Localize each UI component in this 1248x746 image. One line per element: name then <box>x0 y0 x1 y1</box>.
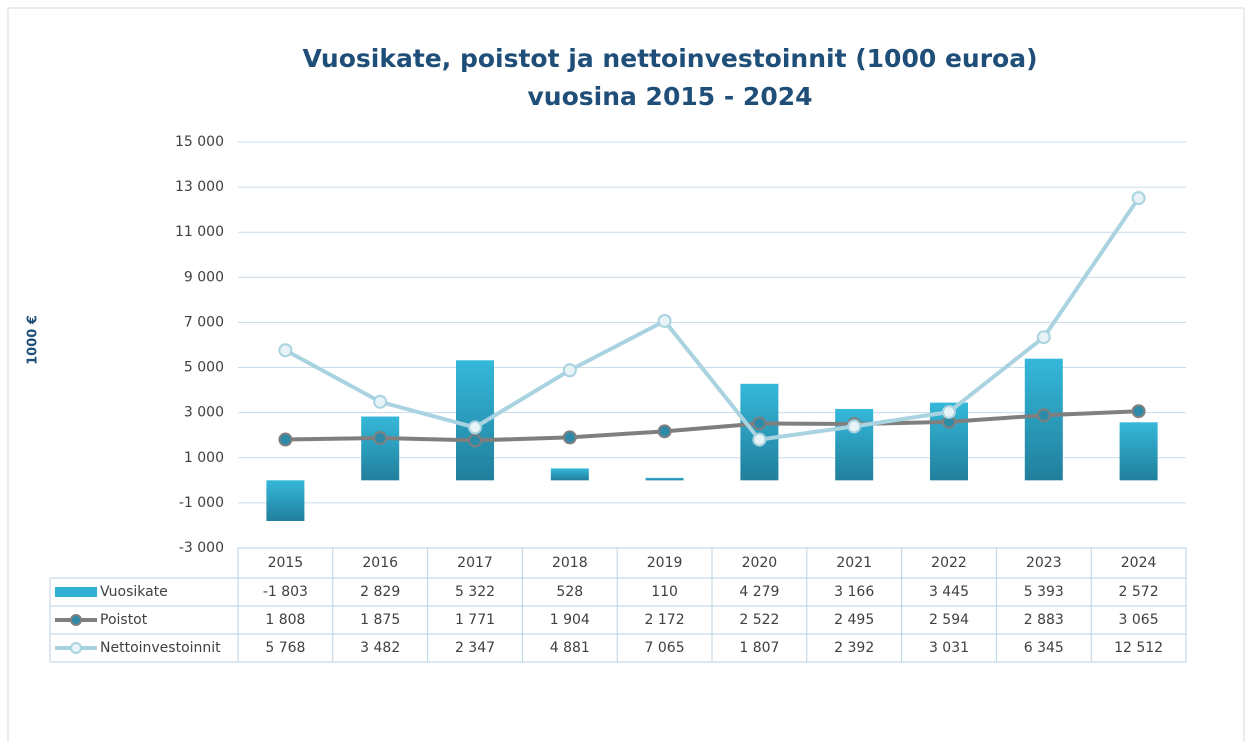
table-cell: 1 904 <box>550 612 590 628</box>
y-tick-label: -1 000 <box>179 495 224 511</box>
table-cell: 1 807 <box>739 640 779 656</box>
line-marker <box>847 419 862 434</box>
table-cell: 5 393 <box>1024 584 1064 600</box>
y-axis-label: 1000 € <box>26 315 41 365</box>
bar <box>645 477 684 481</box>
table-cell: 2 522 <box>739 612 779 628</box>
y-tick-label: 11 000 <box>175 224 224 240</box>
line <box>284 196 1141 442</box>
table-cell: 1 875 <box>360 612 400 628</box>
table-cell: 1 771 <box>455 612 495 628</box>
legend-key <box>70 614 82 626</box>
table-cell: 6 345 <box>1024 640 1064 656</box>
x-tick-label: 2021 <box>836 555 872 571</box>
line-marker <box>373 394 388 409</box>
line-marker <box>1131 191 1146 206</box>
legend-label: Vuosikate <box>100 584 168 600</box>
table-cell: -1 803 <box>263 584 308 600</box>
line-marker <box>278 432 293 447</box>
line-marker <box>657 313 672 328</box>
table-cell: 12 512 <box>1114 640 1163 656</box>
y-tick-label: 15 000 <box>175 134 224 150</box>
line-marker <box>278 343 293 358</box>
bar <box>361 416 400 481</box>
table-cell: 2 594 <box>929 612 969 628</box>
x-tick-label: 2018 <box>552 555 588 571</box>
table-cell: 4 279 <box>739 584 779 600</box>
table-cell: 2 495 <box>834 612 874 628</box>
table-cell: 528 <box>556 584 583 600</box>
line-marker <box>468 433 482 448</box>
table-cell: 2 883 <box>1024 612 1064 628</box>
line-marker <box>657 424 672 439</box>
y-tick-label: 9 000 <box>184 269 224 285</box>
line-marker <box>752 416 767 431</box>
line-marker <box>562 363 577 378</box>
line-marker <box>1036 330 1051 345</box>
bar <box>740 383 779 481</box>
table-cell: 5 322 <box>455 584 495 600</box>
line-marker <box>468 420 482 435</box>
y-tick-label: 3 000 <box>184 405 224 421</box>
table-cell: 3 031 <box>929 640 969 656</box>
bar <box>266 480 305 522</box>
x-tick-label: 2020 <box>742 555 778 571</box>
line <box>285 409 1139 443</box>
y-tick-label: 1 000 <box>184 450 224 466</box>
x-tick-label: 2019 <box>647 555 683 571</box>
x-tick-label: 2022 <box>931 555 967 571</box>
table-cell: 3 445 <box>929 584 969 600</box>
y-tick-label: 7 000 <box>184 314 224 330</box>
table-cell: 5 768 <box>265 640 305 656</box>
y-tick-label: 13 000 <box>175 179 224 195</box>
y-tick-label: -3 000 <box>179 540 224 556</box>
table-cell: 2 572 <box>1119 584 1159 600</box>
line-marker <box>1036 408 1051 423</box>
table-cell: 1 808 <box>265 612 305 628</box>
chart-frame <box>7 7 1245 746</box>
line-marker <box>562 430 577 445</box>
x-tick-label: 2023 <box>1026 555 1062 571</box>
x-tick-label: 2017 <box>457 555 493 571</box>
x-tick-label: 2016 <box>362 555 398 571</box>
table-cell: 2 829 <box>360 584 400 600</box>
table-cell: 3 482 <box>360 640 400 656</box>
table-cell: 4 881 <box>550 640 590 656</box>
y-tick-label: 5 000 <box>184 360 224 376</box>
bar <box>1119 422 1158 481</box>
table-cell: 7 065 <box>645 640 685 656</box>
x-tick-label: 2015 <box>268 555 304 571</box>
line-marker <box>373 431 388 446</box>
table-cell: 3 065 <box>1119 612 1159 628</box>
legend-label: Poistot <box>100 612 148 628</box>
chart-title: Vuosikate, poistot ja nettoinvestoinnit … <box>302 44 1037 73</box>
legend-key <box>55 587 97 597</box>
table-cell: 110 <box>651 584 678 600</box>
table-cell: 2 347 <box>455 640 495 656</box>
legend-key <box>70 642 82 654</box>
chart-subtitle: vuosina 2015 - 2024 <box>527 82 812 111</box>
legend-label: Nettoinvestoinnit <box>100 640 221 656</box>
line-marker <box>1131 404 1146 419</box>
table-cell: 2 392 <box>834 640 874 656</box>
table-cell: 2 172 <box>645 612 685 628</box>
line-marker <box>752 432 767 447</box>
table-cell: 3 166 <box>834 584 874 600</box>
x-tick-label: 2024 <box>1121 555 1157 571</box>
line-marker <box>942 404 956 419</box>
bar <box>550 468 589 481</box>
